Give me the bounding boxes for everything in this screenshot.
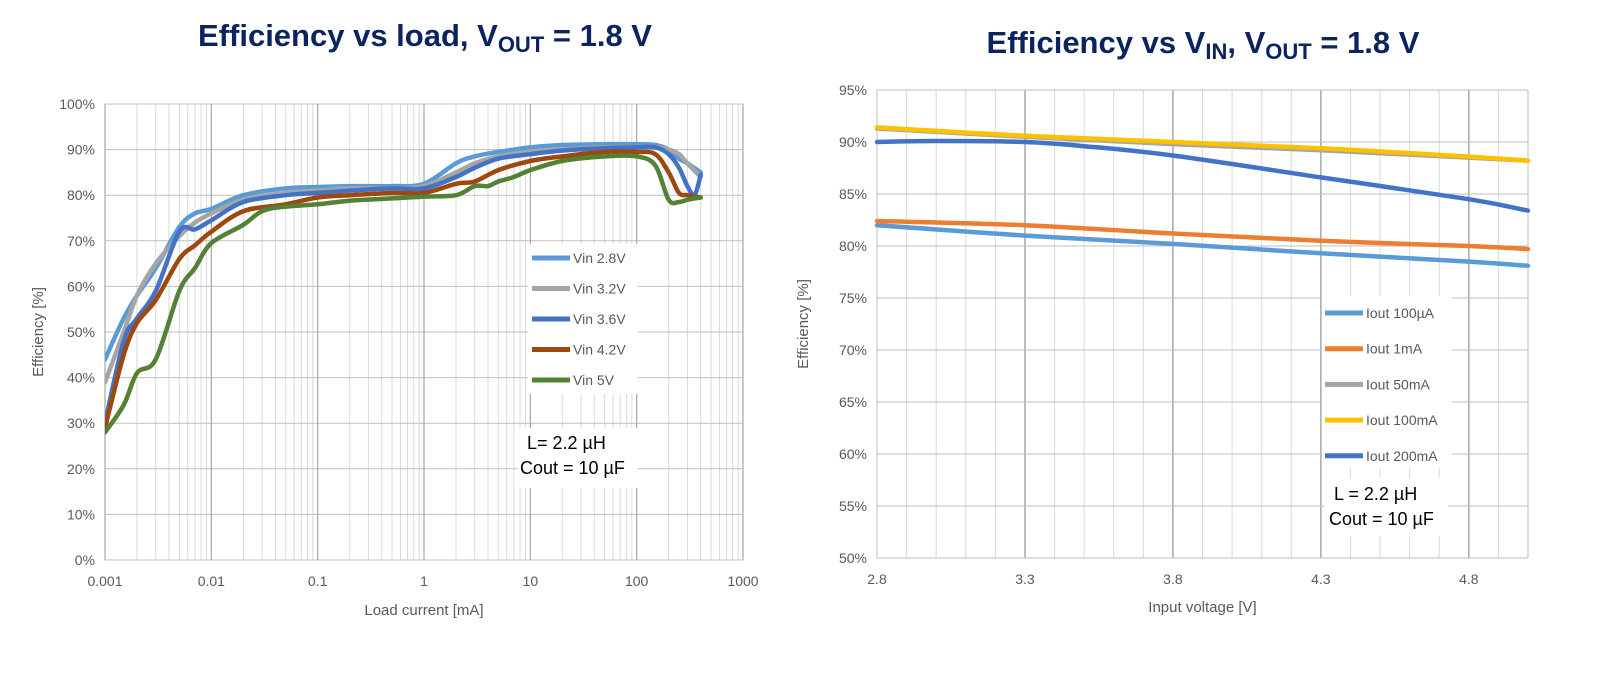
right-x-tick-label: 4.3 bbox=[1311, 571, 1331, 587]
right-x-axis-label: Input voltage [V] bbox=[1148, 599, 1256, 616]
left-y-tick-label: 80% bbox=[67, 187, 95, 203]
right-title-mid: , V bbox=[1227, 25, 1266, 60]
left-legend-label: Vin 3.2V bbox=[573, 281, 626, 297]
right-title-subscript-out: OUT bbox=[1265, 39, 1312, 64]
right-y-tick-label: 95% bbox=[839, 82, 867, 98]
left-y-tick-label: 70% bbox=[67, 233, 95, 249]
right-series-line bbox=[874, 222, 1531, 269]
right-y-axis-label: Efficiency [%] bbox=[795, 279, 812, 369]
right-y-tick-label: 90% bbox=[839, 134, 867, 150]
left-x-tick-label: 0.1 bbox=[308, 573, 328, 589]
left-y-tick-label: 30% bbox=[67, 415, 95, 431]
left-annotation-box bbox=[518, 428, 638, 488]
right-y-tick-label: 75% bbox=[839, 290, 867, 306]
left-x-tick-label: 0.001 bbox=[87, 573, 122, 589]
left-title-suffix: = 1.8 V bbox=[544, 18, 652, 53]
right-legend-label: Iout 50mA bbox=[1366, 376, 1430, 392]
left-series-line bbox=[105, 144, 703, 426]
left-y-tick-label: 50% bbox=[67, 324, 95, 340]
left-y-tick-label: 100% bbox=[59, 96, 95, 112]
right-x-tick-label: 3.8 bbox=[1163, 571, 1183, 587]
left-annotation: L= 2.2 µH Cout = 10 µF bbox=[518, 428, 638, 488]
left-legend-label: Vin 4.2V bbox=[573, 342, 626, 358]
right-x-tick-label: 3.3 bbox=[1015, 571, 1035, 587]
left-y-tick-label: 60% bbox=[67, 278, 95, 294]
left-x-tick-label: 0.01 bbox=[198, 573, 225, 589]
right-annotation-box bbox=[1324, 478, 1448, 536]
right-annotation: L = 2.2 µH Cout = 10 µF bbox=[1324, 478, 1448, 536]
right-y-tick-label: 65% bbox=[839, 394, 867, 410]
left-title-text: Efficiency vs load, V bbox=[198, 18, 498, 53]
right-annotation-line: Cout = 10 µF bbox=[1329, 509, 1434, 529]
left-y-tick-label: 0% bbox=[75, 552, 95, 568]
left-y-axis-label: Efficiency [%] bbox=[30, 287, 47, 377]
right-y-tick-label: 60% bbox=[839, 446, 867, 462]
right-chart-title: Efficiency vs VIN, VOUT = 1.8 V bbox=[878, 25, 1528, 65]
left-series-line bbox=[105, 153, 703, 435]
right-annotation-line: L = 2.2 µH bbox=[1334, 484, 1417, 504]
right-series-line bbox=[874, 138, 1531, 213]
left-y-tick-label: 40% bbox=[67, 370, 95, 386]
right-y-tick-label: 70% bbox=[839, 342, 867, 358]
left-x-tick-label: 100 bbox=[625, 573, 649, 589]
left-y-tick-label: 20% bbox=[67, 461, 95, 477]
left-x-tick-label: 1000 bbox=[727, 573, 758, 589]
left-x-tick-label: 1 bbox=[420, 573, 428, 589]
right-title-subscript-in: IN bbox=[1205, 39, 1228, 64]
right-chart: 50% 55% 60% 65% 70% 75% 80% 85% 90% 95% 2.8 3.3 3.8 4… bbox=[795, 82, 1531, 616]
right-title-suffix: = 1.8 V bbox=[1311, 25, 1420, 60]
right-x-tick-label: 4.8 bbox=[1459, 571, 1479, 587]
right-legend-label: Iout 100mA bbox=[1366, 412, 1438, 428]
left-chart-title: Efficiency vs load, VOUT = 1.8 V bbox=[105, 18, 745, 58]
left-legend: Vin 2.8V Vin 3.2V Vin 3.6V Vin 4.2V Vin 5V bbox=[528, 244, 638, 394]
left-x-tick-label: 10 bbox=[523, 573, 539, 589]
left-legend-label: Vin 5V bbox=[573, 372, 615, 388]
right-title-text: Efficiency vs V bbox=[986, 25, 1206, 60]
left-title-subscript: OUT bbox=[497, 32, 545, 57]
right-series-line bbox=[874, 125, 1531, 163]
left-y-tick-label: 10% bbox=[67, 506, 95, 522]
right-y-tick-label: 80% bbox=[839, 238, 867, 254]
right-legend: Iout 100µA Iout 1mA Iout 50mA Iout 100mA Iou… bbox=[1322, 296, 1452, 468]
left-legend-label: Vin 2.8V bbox=[573, 250, 626, 266]
right-series-line bbox=[874, 218, 1531, 252]
left-y-tick-label: 90% bbox=[67, 142, 95, 158]
left-legend-label: Vin 3.6V bbox=[573, 311, 626, 327]
right-y-tick-label: 85% bbox=[839, 186, 867, 202]
right-x-tick-label: 2.8 bbox=[867, 571, 887, 587]
left-x-axis-label: Load current [mA] bbox=[364, 602, 483, 619]
right-legend-label: Iout 200mA bbox=[1366, 448, 1438, 464]
left-series-line bbox=[105, 149, 703, 431]
left-chart: 0% 10% 20% 30% 40% 50% 60% 70% 80% 90% 100% 0.001 0.… bbox=[30, 96, 759, 619]
right-y-tick-label: 50% bbox=[839, 550, 867, 566]
left-annotation-line: L= 2.2 µH bbox=[527, 433, 606, 453]
left-annotation-line: Cout = 10 µF bbox=[520, 458, 625, 478]
right-legend-label: Iout 1mA bbox=[1366, 341, 1423, 357]
right-y-tick-label: 55% bbox=[839, 498, 867, 514]
right-legend-label: Iout 100µA bbox=[1366, 305, 1435, 321]
